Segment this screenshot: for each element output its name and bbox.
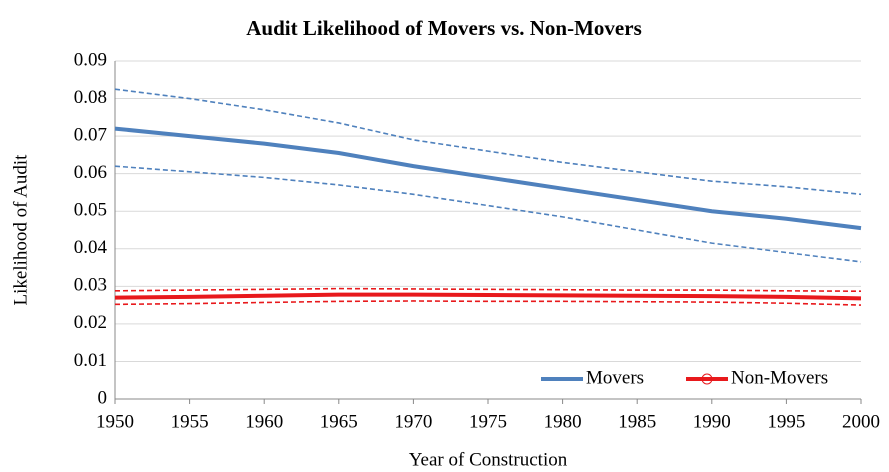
legend-label: Movers (586, 367, 644, 388)
y-tick-label: 0.03 (74, 275, 107, 296)
x-tick-label: 1995 (767, 411, 805, 432)
y-tick-label: 0.02 (74, 312, 107, 333)
y-tick-label: 0.04 (74, 237, 108, 258)
x-tick-label: 1955 (171, 411, 209, 432)
y-tick-label: 0.06 (74, 162, 107, 183)
legend-marker (701, 373, 713, 385)
band-line (114, 88, 862, 196)
x-tick-label: 1960 (245, 411, 283, 432)
y-tick-label: 0.08 (74, 87, 107, 108)
y-tick-label: 0.01 (74, 350, 107, 371)
band-line (114, 287, 862, 293)
series-line (114, 292, 862, 301)
y-axis-title: Likelihood of Audit (10, 154, 31, 306)
y-tick-label: 0.09 (74, 49, 107, 70)
y-tick-label: 0.07 (74, 124, 107, 145)
x-axis-title: Year of Construction (409, 449, 568, 470)
x-tick-label: 1985 (618, 411, 656, 432)
chart-title: Audit Likelihood of Movers vs. Non-Mover… (246, 16, 642, 40)
x-tick-label: 1965 (320, 411, 358, 432)
band-line (114, 300, 862, 306)
series-line (114, 126, 862, 231)
legend-label: Non-Movers (731, 367, 828, 388)
x-tick-label: 1990 (693, 411, 731, 432)
x-tick-label: 1975 (469, 411, 507, 432)
y-tick-label: 0 (98, 387, 108, 408)
x-tick-label: 1970 (394, 411, 432, 432)
x-tick-label: 1980 (544, 411, 582, 432)
y-tick-label: 0.05 (74, 200, 107, 221)
band-line (114, 165, 862, 263)
x-tick-label: 1950 (96, 411, 134, 432)
x-tick-label: 2000 (842, 411, 880, 432)
